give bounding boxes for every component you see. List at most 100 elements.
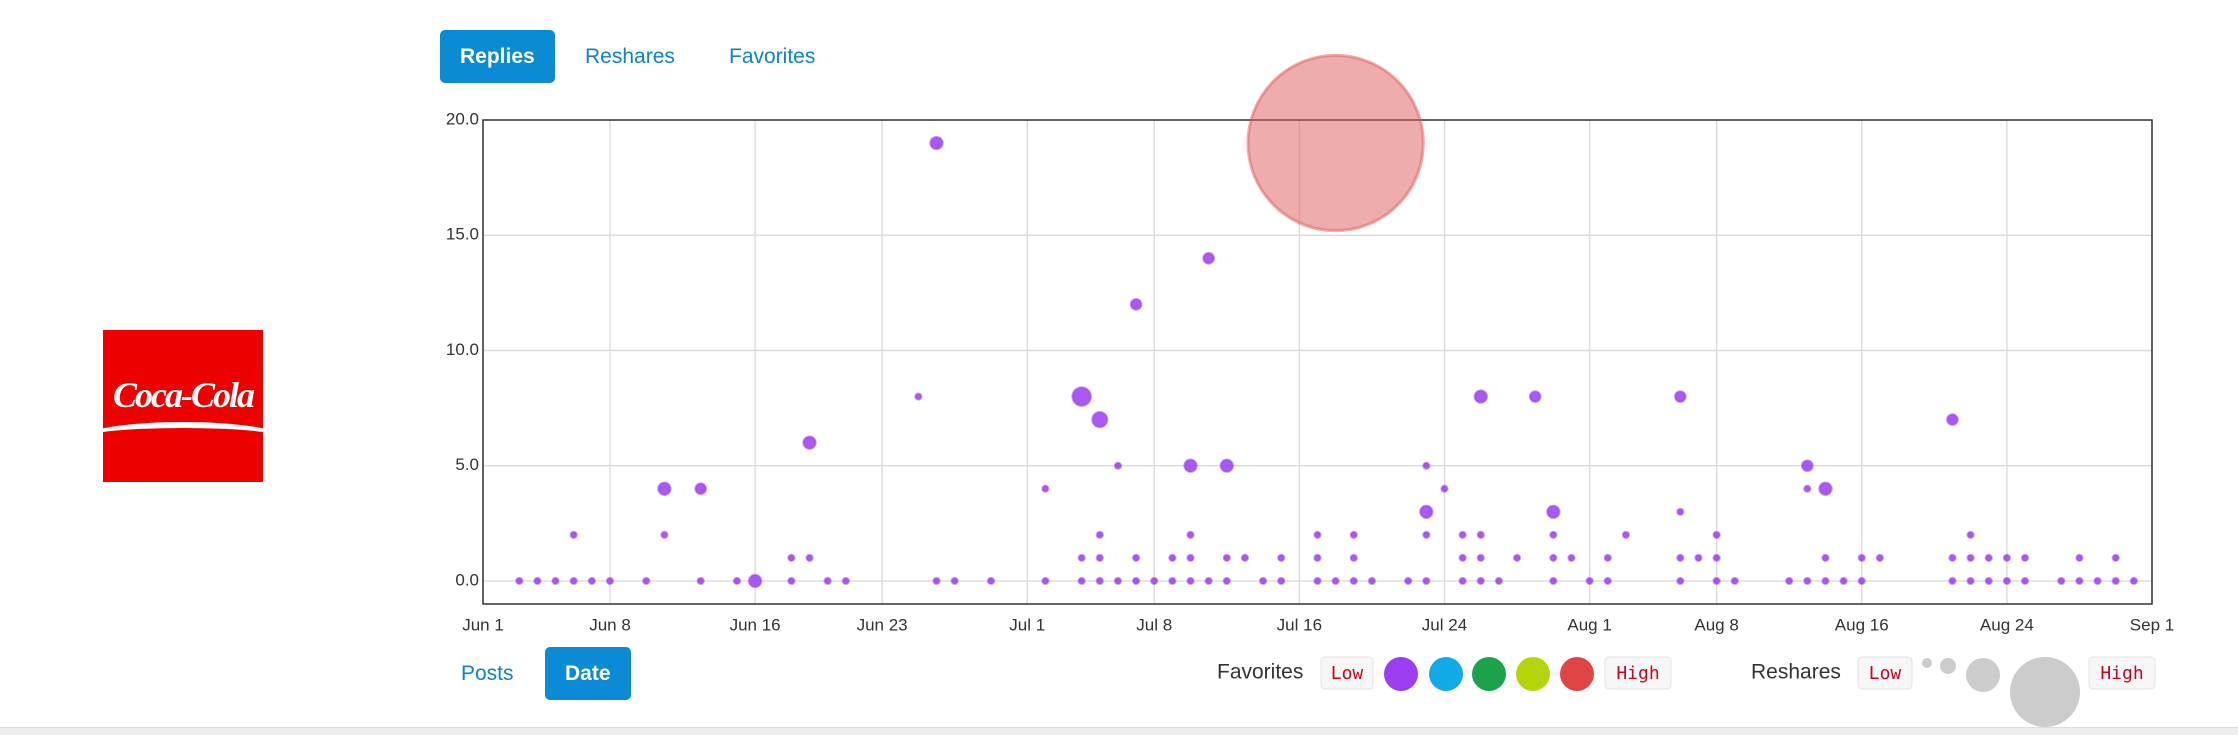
bubble	[1839, 576, 1848, 586]
bubble	[1419, 504, 1434, 520]
bubble	[1603, 553, 1612, 563]
bubble	[1476, 530, 1485, 539]
bubble	[1966, 576, 1975, 586]
bubble	[1041, 576, 1050, 586]
bubble	[932, 576, 941, 586]
bubble	[694, 482, 708, 496]
bubble	[533, 576, 542, 586]
bubble	[1673, 390, 1687, 403]
bubble	[1676, 507, 1685, 516]
bubble	[1800, 459, 1814, 473]
bubble	[515, 576, 524, 586]
bubble	[1730, 576, 1739, 586]
bubble	[2075, 553, 2084, 563]
bubble	[986, 576, 996, 586]
x-tick-label: Aug 24	[1980, 615, 2034, 634]
y-tick-label: 10.0	[446, 340, 479, 359]
bubble	[1875, 553, 1884, 563]
bubble	[1458, 553, 1467, 563]
bubble	[1694, 553, 1703, 563]
bubble	[642, 576, 651, 586]
sort-posts[interactable]: Posts	[461, 662, 514, 685]
bubble	[1095, 530, 1104, 539]
bubble	[1367, 576, 1377, 586]
bubble	[1476, 553, 1485, 563]
bubble	[929, 135, 944, 151]
x-tick-label: Aug 16	[1835, 615, 1889, 634]
bubble	[1277, 576, 1286, 586]
x-tick-label: Jun 1	[462, 615, 504, 634]
bubble	[1676, 576, 1685, 586]
bubble	[802, 435, 817, 450]
bubble	[1129, 298, 1143, 311]
bubble	[1091, 411, 1109, 429]
tab-reshares[interactable]: Reshares	[585, 45, 675, 68]
bubble	[1349, 553, 1358, 563]
sort-date[interactable]: Date	[545, 647, 631, 700]
x-tick-label: Jul 16	[1277, 615, 1322, 634]
logo-wave	[103, 422, 263, 454]
bubble	[1222, 553, 1231, 563]
bubble	[1077, 576, 1086, 586]
bubble	[1246, 53, 1425, 233]
bubble	[1966, 530, 1975, 539]
bubble	[1546, 504, 1561, 520]
legend-title: Reshares	[1751, 661, 1841, 684]
bubble	[2111, 553, 2120, 563]
bubble	[1458, 576, 1467, 586]
bubble	[805, 553, 814, 563]
bubble	[1071, 386, 1092, 407]
legend-title: Favorites	[1217, 661, 1303, 684]
bubble	[950, 576, 959, 586]
bubble	[1183, 458, 1198, 473]
bubble	[823, 576, 832, 586]
bubble	[1222, 576, 1231, 586]
bubble	[1422, 461, 1431, 470]
bubble	[2020, 553, 2030, 563]
bubble	[914, 392, 923, 401]
bubble	[1473, 389, 1488, 404]
tab-favorites[interactable]: Favorites	[729, 45, 816, 68]
legend-chip	[2088, 656, 2156, 690]
bubble	[1946, 413, 1959, 426]
bubble	[1186, 553, 1195, 563]
legend-high: High	[1616, 663, 1659, 684]
legend-size	[2010, 657, 2080, 727]
bubble	[1785, 576, 1794, 586]
bubble	[1095, 553, 1104, 563]
legend-swatch	[1384, 657, 1418, 691]
tab-replies[interactable]: Replies	[440, 30, 555, 83]
bubble	[1168, 553, 1177, 563]
legend-low: Low	[1869, 663, 1902, 684]
bubble	[1313, 553, 1322, 563]
bubble	[1277, 553, 1286, 563]
legend-size	[1966, 658, 2000, 692]
legend-swatch	[1472, 657, 1506, 691]
bubble	[2020, 576, 2030, 586]
bubble	[1422, 576, 1431, 586]
bubble	[1712, 576, 1721, 586]
bubble	[1567, 553, 1576, 563]
bubble	[2075, 576, 2084, 586]
bubble	[1857, 576, 1866, 586]
bubble	[1585, 576, 1594, 586]
bubble	[605, 576, 615, 586]
bubble	[1150, 576, 1159, 586]
bubble	[1349, 530, 1358, 539]
bubble	[1549, 530, 1558, 539]
bubble	[551, 576, 560, 586]
bubble	[1422, 530, 1431, 539]
bubble	[747, 573, 763, 589]
legend-swatch	[1429, 657, 1463, 691]
logo-text: Coca-Cola	[113, 375, 255, 415]
marks	[515, 53, 2138, 589]
bubble	[1676, 553, 1685, 563]
bubble	[1803, 484, 1812, 493]
bubble	[1712, 553, 1721, 563]
bubble	[657, 481, 672, 496]
bubble	[2093, 576, 2102, 586]
legend-chip	[1320, 656, 1374, 690]
legend-swatch	[1560, 657, 1594, 691]
y-tick-label: 15.0	[446, 225, 479, 244]
